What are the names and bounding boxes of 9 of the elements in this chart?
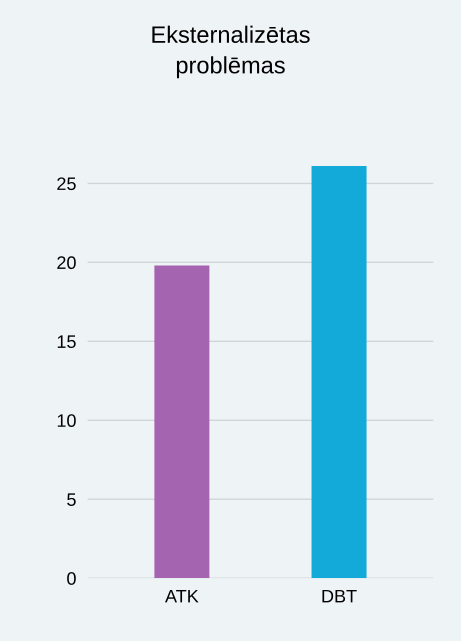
x-tick-label: DBT bbox=[322, 590, 357, 602]
y-tick-label: 25 bbox=[57, 177, 76, 190]
x-tick-label: ATK bbox=[165, 590, 199, 602]
y-tick-label: 5 bbox=[67, 493, 76, 506]
chart-title: Eksternalizētas problēmas bbox=[152, 26, 310, 78]
y-tick-label: 0 bbox=[67, 572, 76, 585]
y-tick-label: 10 bbox=[58, 414, 76, 427]
y-tick-label: 20 bbox=[57, 256, 76, 270]
y-tick-label: 15 bbox=[58, 335, 76, 348]
